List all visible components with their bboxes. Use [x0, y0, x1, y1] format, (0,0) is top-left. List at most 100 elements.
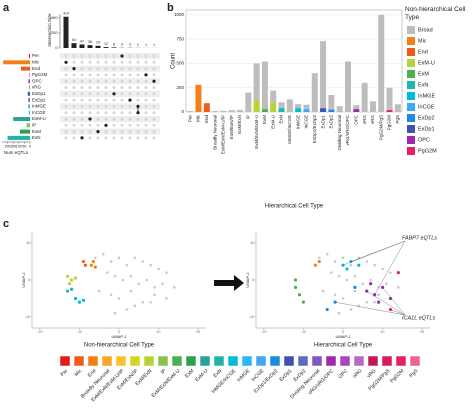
matrix-dot	[72, 67, 76, 71]
bar-segment	[278, 102, 285, 109]
bar	[63, 16, 69, 48]
legend-strip-swatch	[325, 355, 337, 367]
matrix-dot-empty	[104, 117, 108, 121]
annotation-pointer	[390, 309, 406, 316]
set-label: PgG2M	[32, 72, 48, 77]
matrix-dot-empty	[80, 130, 84, 134]
value-label: 3	[121, 43, 123, 47]
point	[141, 300, 145, 304]
matrix-dot-empty	[64, 98, 68, 102]
point	[93, 265, 97, 269]
matrix-dot-empty	[104, 111, 108, 115]
bar-segment	[261, 109, 268, 112]
y-tick-label: -10	[25, 315, 30, 319]
point	[93, 256, 97, 260]
point	[333, 293, 337, 297]
matrix-dot-empty	[136, 60, 140, 64]
matrix-dot-empty	[120, 130, 124, 134]
x-tick-label: vRG/oRG/OPC	[345, 114, 350, 145]
matrix-dot-empty	[96, 111, 100, 115]
x-tick-label: ExDp1	[320, 115, 325, 129]
matrix-dot-empty	[80, 98, 84, 102]
panel-label: c	[3, 218, 9, 230]
legend-strip-swatch	[367, 355, 379, 367]
set-label: End	[32, 66, 41, 71]
bar-segment	[295, 104, 302, 109]
legend-strip-label: ExM	[184, 368, 195, 379]
legend-swatch	[407, 59, 415, 67]
matrix-dot-empty	[88, 60, 92, 64]
point	[325, 307, 329, 312]
matrix-dot-empty	[72, 86, 76, 89]
matrix-dot-empty	[88, 98, 92, 102]
x-tick-label: vRG	[370, 115, 375, 124]
bar-segment	[195, 84, 202, 112]
matrix-dot-empty	[112, 123, 116, 127]
set-size-bar	[28, 54, 30, 58]
point	[129, 275, 133, 278]
point	[165, 271, 168, 274]
bar	[87, 45, 93, 48]
matrix-dot-empty	[128, 136, 132, 140]
x-tick-label: 0	[29, 144, 31, 148]
legend-strip-label: ExM-U	[194, 368, 209, 383]
y-axis-label: UMAP-2	[245, 272, 250, 288]
legend-strip-label: OPC	[337, 368, 349, 380]
matrix-dot-empty	[120, 73, 124, 77]
value-label: 8	[113, 42, 115, 46]
legend-strip-swatch	[339, 355, 351, 367]
matrix-dot-empty	[80, 92, 84, 96]
matrix-dot-empty	[112, 111, 116, 115]
x-tick-label: Per	[187, 115, 192, 123]
matrix-dot-empty	[112, 60, 116, 64]
legend-strip-label: ExDp1	[278, 368, 293, 383]
x-tick-label: ExM	[262, 115, 267, 124]
legend-strip-swatch	[199, 355, 211, 367]
x-tick-label: ExM/ExN/ExM-U/IP	[221, 115, 226, 154]
y-tick-label: 500	[176, 61, 184, 66]
matrix-dot-empty	[112, 86, 116, 89]
x-tick-label: 20	[196, 330, 200, 334]
point	[157, 267, 160, 271]
matrix-dot-empty	[64, 73, 68, 77]
matrix-dot-empty	[120, 123, 124, 127]
annotation-pointer	[382, 287, 406, 316]
legend-strip-swatch	[157, 355, 169, 367]
point	[77, 300, 82, 304]
point	[349, 308, 353, 311]
bar-segment	[303, 109, 310, 112]
legend-strip-swatch	[185, 355, 197, 367]
matrix-dot-empty	[128, 104, 132, 108]
set-label: vRG	[32, 85, 41, 90]
matrix-dot-empty	[96, 60, 100, 64]
matrix-dot-empty	[104, 60, 108, 64]
point	[376, 300, 381, 304]
y-tick-label: 0	[181, 109, 184, 114]
point	[333, 260, 337, 263]
point	[121, 278, 125, 282]
point	[137, 282, 141, 285]
matrix-dot-empty	[128, 123, 132, 127]
matrix-dot-empty	[112, 98, 116, 102]
legend-swatch	[407, 114, 415, 122]
y-tick-label: 0	[55, 45, 58, 50]
matrix-dot-empty	[120, 67, 124, 71]
matrix-dot	[112, 92, 116, 96]
x-tick-label: 0	[342, 330, 344, 334]
point	[373, 263, 376, 267]
point	[325, 252, 329, 256]
x-tick-label: OPC	[353, 114, 358, 125]
point	[65, 274, 70, 278]
legend-strip-label: PgG2M	[389, 368, 405, 384]
annotation-pointer	[350, 240, 406, 262]
matrix-dot-empty	[144, 86, 148, 89]
matrix-dot-empty	[72, 54, 76, 58]
point	[149, 300, 152, 304]
legend-strip-swatch	[381, 355, 393, 367]
point	[365, 260, 369, 263]
point	[117, 256, 121, 260]
point	[69, 287, 74, 291]
bar-segment	[270, 90, 277, 103]
legend-strip-label: InMGE	[236, 368, 252, 384]
